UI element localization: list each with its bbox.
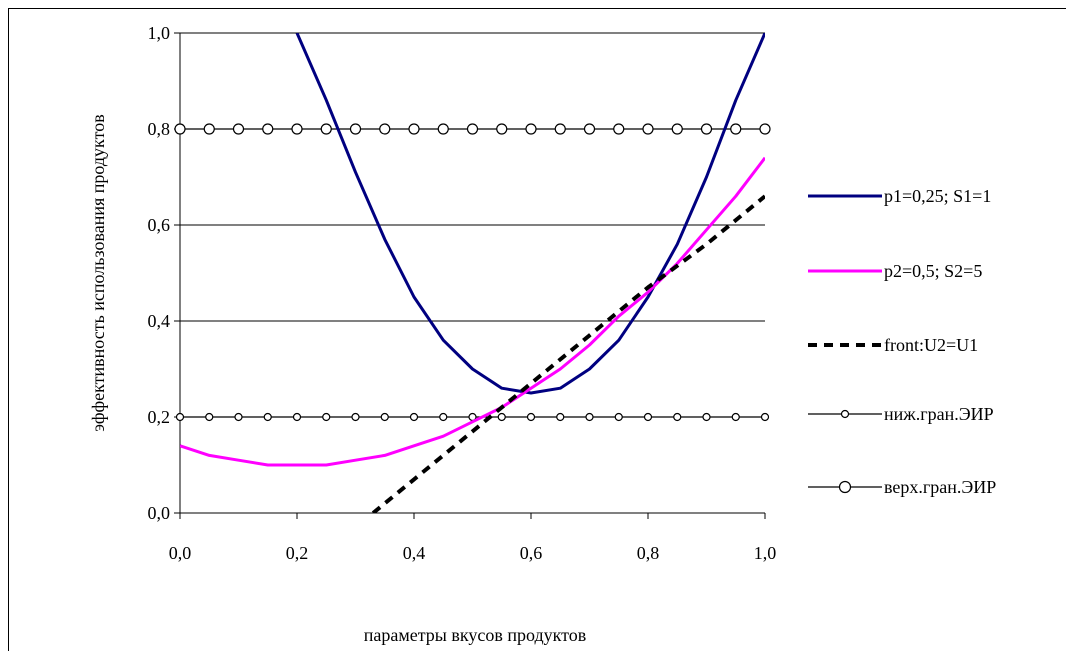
legend-marker-4 (842, 411, 849, 418)
series-5-marker (497, 124, 507, 134)
y-tick-label: 0,6 (148, 215, 171, 235)
series-5-marker (672, 124, 682, 134)
series-5-marker (468, 124, 478, 134)
x-tick-label: 0,8 (637, 543, 660, 563)
series-5-marker (526, 124, 536, 134)
legend-label-1: p1=0,25; S1=1 (884, 186, 991, 206)
series-4-marker (352, 414, 359, 421)
series-4-marker (235, 414, 242, 421)
series-5-marker (292, 124, 302, 134)
series-4-marker (206, 414, 213, 421)
legend-label-3: front:U2=U1 (884, 335, 978, 355)
x-tick-label: 0,6 (520, 543, 543, 563)
series-5-marker (760, 124, 770, 134)
legend-label-5: верх.гран.ЭИР (884, 477, 996, 497)
series-5-marker (234, 124, 244, 134)
y-tick-label: 0,2 (148, 407, 171, 427)
x-tick-label: 0,2 (286, 543, 309, 563)
series-line-3 (373, 196, 765, 513)
series-4-marker (762, 414, 769, 421)
legend: p1=0,25; S1=1 p2=0,5; S2=5 front:U2=U1 ниж.… (808, 186, 996, 497)
series-4-marker (645, 414, 652, 421)
series-5-marker (175, 124, 185, 134)
series-4-marker (557, 414, 564, 421)
series-5-marker (702, 124, 712, 134)
series-4-marker (732, 414, 739, 421)
y-tick-label: 0,8 (148, 119, 171, 139)
series-4-marker (294, 414, 301, 421)
y-tick-label: 0,0 (148, 503, 171, 523)
series-5-marker (351, 124, 361, 134)
series-5-marker (614, 124, 624, 134)
series-5-marker (409, 124, 419, 134)
series-5-marker (204, 124, 214, 134)
series-5-marker (263, 124, 273, 134)
series-4-marker (177, 414, 184, 421)
series-5-marker (731, 124, 741, 134)
reference-lines (175, 124, 770, 421)
series-4-marker (586, 414, 593, 421)
series-4-marker (528, 414, 535, 421)
x-tick-label: 1,0 (754, 543, 777, 563)
series-4-marker (381, 414, 388, 421)
series-4-marker (498, 414, 505, 421)
series-5-marker (438, 124, 448, 134)
series-4-marker (411, 414, 418, 421)
series-lines (180, 33, 765, 513)
series-5-marker (585, 124, 595, 134)
x-tick-label: 0,4 (403, 543, 426, 563)
series-4-marker (674, 414, 681, 421)
plot-area-border (174, 33, 765, 519)
series-4-marker (440, 414, 447, 421)
series-5-marker (380, 124, 390, 134)
series-4-marker (264, 414, 271, 421)
series-5-marker (321, 124, 331, 134)
y-tick-labels: 0,0 0,2 0,4 0,6 0,8 1,0 (148, 23, 171, 523)
x-tick-labels: 0,0 0,2 0,4 0,6 0,8 1,0 (169, 543, 777, 563)
y-tick-label: 0,4 (148, 311, 171, 331)
series-4-marker (615, 414, 622, 421)
y-tick-label: 1,0 (148, 23, 171, 43)
legend-marker-5 (840, 482, 851, 493)
gridlines (180, 33, 765, 417)
x-axis-title: параметры вкусов продуктов (364, 625, 587, 645)
y-axis-title: эффективность использования продуктов (88, 114, 108, 431)
series-4-marker (703, 414, 710, 421)
series-4-marker (323, 414, 330, 421)
x-tick-label: 0,0 (169, 543, 192, 563)
legend-label-2: p2=0,5; S2=5 (884, 261, 982, 281)
series-line-1 (297, 33, 765, 393)
series-5-marker (643, 124, 653, 134)
series-5-marker (555, 124, 565, 134)
legend-label-4: ниж.гран.ЭИР (884, 404, 994, 424)
